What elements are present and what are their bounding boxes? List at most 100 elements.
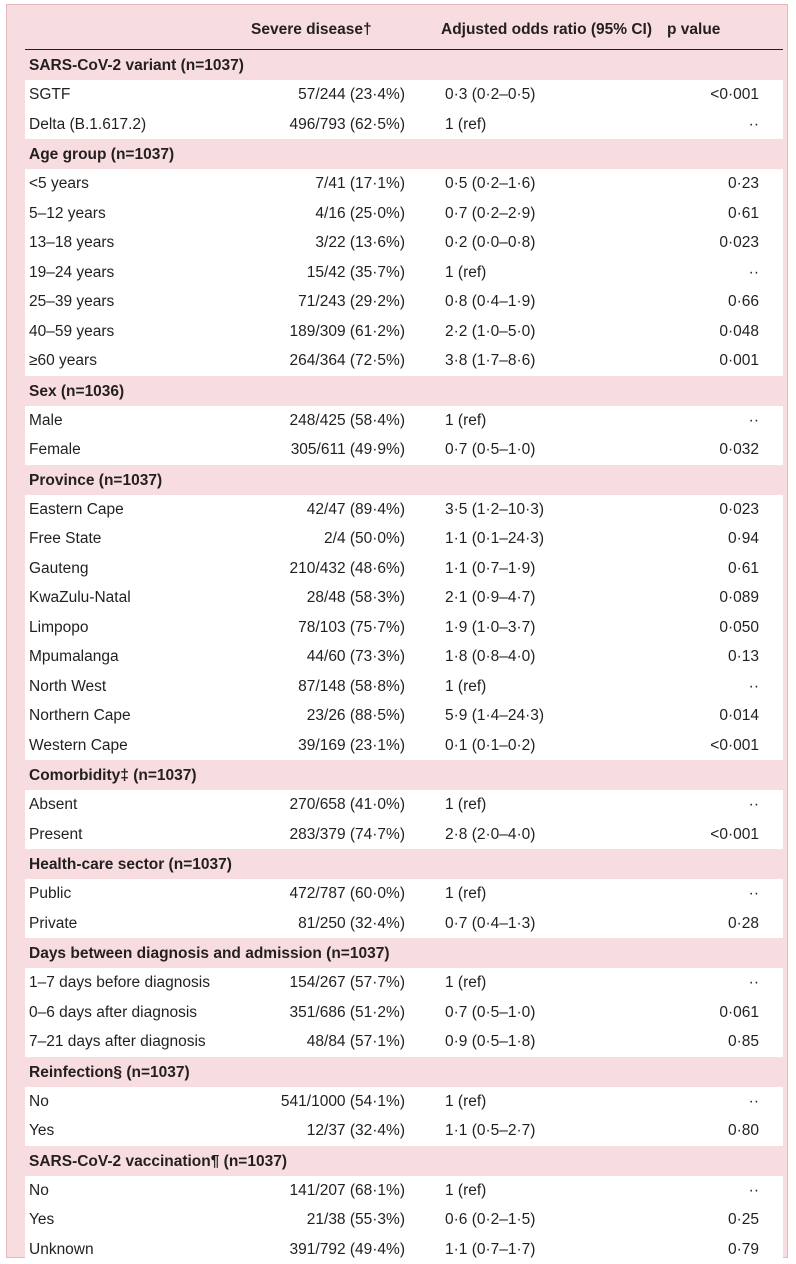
p-value-cell: 0·94	[727, 530, 759, 547]
table-row: No 141/207 (68·1%) 1 (ref) ··	[25, 1175, 783, 1205]
odds-ratio-cell: 1 (ref)	[445, 796, 487, 813]
p-value-cell: 0·80	[727, 1122, 759, 1139]
row-label: No	[29, 1181, 49, 1199]
odds-ratio-cell: 2·2 (1·0–5·0)	[445, 322, 536, 340]
severe-disease-cell: 4/16 (25·0%)	[315, 204, 405, 222]
row-label: 5–12 years	[29, 204, 106, 222]
severe-disease-cell: 48/84 (57·1%)	[306, 1033, 405, 1050]
p-value-cell: 0·13	[727, 648, 759, 665]
row-label: No	[29, 1092, 49, 1110]
row-label: Male	[29, 411, 63, 429]
severe-disease-cell: 15/42 (35·7%)	[306, 263, 405, 281]
header-p-value: p value	[667, 21, 721, 38]
odds-ratio-cell: 0·2 (0·0–0·8)	[445, 234, 536, 251]
table-row: Private 81/250 (32·4%) 0·7 (0·4–1·3) 0·28	[25, 908, 783, 938]
section-header: SARS-CoV-2 variant (n=1037)	[25, 50, 783, 80]
table-row: 1–7 days before diagnosis 154/267 (57·7%)…	[25, 968, 783, 998]
table-row: Male 248/425 (58·4%) 1 (ref) ··	[25, 405, 783, 435]
section-label: Health-care sector (n=1037)	[29, 856, 232, 873]
section-label: SARS-CoV-2 vaccination¶ (n=1037)	[29, 1152, 287, 1170]
p-value-cell: 0·28	[727, 914, 759, 932]
section-header: Sex (n=1036)	[25, 376, 783, 406]
odds-ratio-cell: 1 (ref)	[445, 1181, 487, 1199]
severe-disease-cell: 42/47 (89·4%)	[306, 500, 405, 518]
severe-disease-cell: 12/37 (32·4%)	[306, 1122, 405, 1139]
row-label: Yes	[29, 1211, 55, 1228]
odds-ratio-cell: 0·7 (0·5–1·0)	[445, 1003, 536, 1021]
odds-ratio-cell: 1 (ref)	[445, 115, 487, 133]
table-row: Absent 270/658 (41·0%) 1 (ref) ··	[25, 790, 783, 820]
p-value-cell: 0·089	[719, 589, 759, 606]
header-severe-disease: Severe disease†	[251, 21, 372, 38]
odds-ratio-cell: 1·9 (1·0–3·7)	[445, 618, 536, 636]
severe-disease-cell: 283/379 (74·7%)	[289, 825, 405, 843]
severe-disease-cell: 81/250 (32·4%)	[298, 914, 405, 932]
odds-ratio-cell: 1·1 (0·7–1·7)	[445, 1240, 536, 1258]
severe-disease-cell: 270/658 (41·0%)	[289, 796, 405, 813]
odds-ratio-cell: 0·7 (0·4–1·3)	[445, 914, 536, 932]
severe-disease-cell: 71/243 (29·2%)	[298, 293, 405, 310]
severe-disease-cell: 2/4 (50·0%)	[324, 530, 405, 547]
row-label: Female	[29, 441, 81, 458]
section-header: Days between diagnosis and admission (n=…	[25, 938, 783, 968]
row-label: Public	[29, 885, 72, 902]
table-row: 7–21 days after diagnosis 48/84 (57·1%) 0·…	[25, 1027, 783, 1057]
odds-ratio-cell: 1 (ref)	[445, 411, 487, 429]
severe-disease-cell: 7/41 (17·1%)	[315, 175, 405, 192]
row-label: Unknown	[29, 1240, 94, 1258]
table-row: Limpopo 78/103 (75·7%) 1·9 (1·0–3·7) 0·050	[25, 612, 783, 642]
severe-disease-cell: 39/169 (23·1%)	[298, 736, 405, 754]
table-header: Severe disease† Adjusted odds ratio (95%…	[25, 5, 783, 50]
row-label: Mpumalanga	[29, 648, 119, 665]
p-value-cell: ··	[748, 115, 759, 133]
odds-ratio-cell: 3·5 (1·2–10·3)	[445, 500, 545, 518]
row-label: 13–18 years	[29, 234, 115, 251]
p-value-cell: 0·66	[727, 293, 759, 310]
p-value-cell: ··	[748, 974, 759, 991]
section-label: Province (n=1037)	[29, 471, 163, 489]
table-row: Unknown 391/792 (49·4%) 1·1 (0·7–1·7) 0·79	[25, 1234, 783, 1264]
table-row: Eastern Cape 42/47 (89·4%) 3·5 (1·2–10·3) 0…	[25, 494, 783, 524]
severe-disease-cell: 391/792 (49·4%)	[289, 1240, 405, 1258]
odds-ratio-cell: 1 (ref)	[445, 677, 487, 695]
p-value-cell: <0·001	[710, 86, 759, 103]
table-row: Mpumalanga 44/60 (73·3%) 1·8 (0·8–4·0) 0·13	[25, 642, 783, 672]
odds-ratio-cell: 2·8 (2·0–4·0)	[445, 825, 536, 843]
row-label: Present	[29, 825, 83, 843]
p-value-cell: 0·032	[719, 441, 759, 458]
table-row: Free State 2/4 (50·0%) 1·1 (0·1–24·3) 0·94	[25, 524, 783, 554]
section-label: Reinfection§ (n=1037)	[29, 1063, 190, 1081]
odds-ratio-cell: 0·1 (0·1–0·2)	[445, 736, 536, 754]
table-row: 5–12 years 4/16 (25·0%) 0·7 (0·2–2·9) 0·61	[25, 198, 783, 228]
severe-disease-cell: 154/267 (57·7%)	[289, 974, 405, 991]
odds-ratio-cell: 1·1 (0·1–24·3)	[445, 530, 545, 547]
severe-disease-cell: 189/309 (61·2%)	[289, 322, 405, 340]
odds-ratio-cell: 1 (ref)	[445, 974, 487, 991]
p-value-cell: 0·050	[719, 618, 759, 636]
section-label: Days between diagnosis and admission (n=…	[29, 945, 390, 962]
severe-disease-cell: 351/686 (51·2%)	[289, 1003, 405, 1021]
table-row: Present 283/379 (74·7%) 2·8 (2·0–4·0) <0·00…	[25, 819, 783, 849]
table-row: ≥60 years 264/364 (72·5%) 3·8 (1·7–8·6) 0·0…	[25, 346, 783, 376]
row-label: Delta (B.1.617.2)	[29, 115, 147, 133]
section-header: Age group (n=1037)	[25, 139, 783, 169]
odds-ratio-cell: 0·8 (0·4–1·9)	[445, 293, 536, 310]
section-label: Comorbidity‡ (n=1037)	[29, 767, 197, 784]
table-row: Northern Cape 23/26 (88·5%) 5·9 (1·4–24·3)…	[25, 701, 783, 731]
p-value-cell: ··	[748, 411, 759, 429]
row-label: Free State	[29, 530, 102, 547]
row-label: Northern Cape	[29, 707, 131, 724]
p-value-cell: 0·61	[727, 559, 759, 577]
p-value-cell: 0·85	[727, 1033, 759, 1050]
odds-ratio-cell: 5·9 (1·4–24·3)	[445, 707, 545, 724]
odds-ratio-cell: 0·3 (0·2–0·5)	[445, 86, 536, 103]
severe-disease-cell: 28/48 (58·3%)	[306, 589, 405, 606]
odds-ratio-cell: 3·8 (1·7–8·6)	[445, 352, 536, 369]
p-value-cell: <0·001	[710, 825, 759, 843]
severe-disease-cell: 57/244 (23·4%)	[298, 86, 405, 103]
odds-ratio-cell: 2·1 (0·9–4·7)	[445, 589, 536, 606]
row-label: Gauteng	[29, 559, 89, 577]
odds-ratio-cell: 0·6 (0·2–1·5)	[445, 1211, 536, 1228]
row-label: Yes	[29, 1122, 55, 1139]
severe-disease-cell: 21/38 (55·3%)	[306, 1211, 405, 1228]
